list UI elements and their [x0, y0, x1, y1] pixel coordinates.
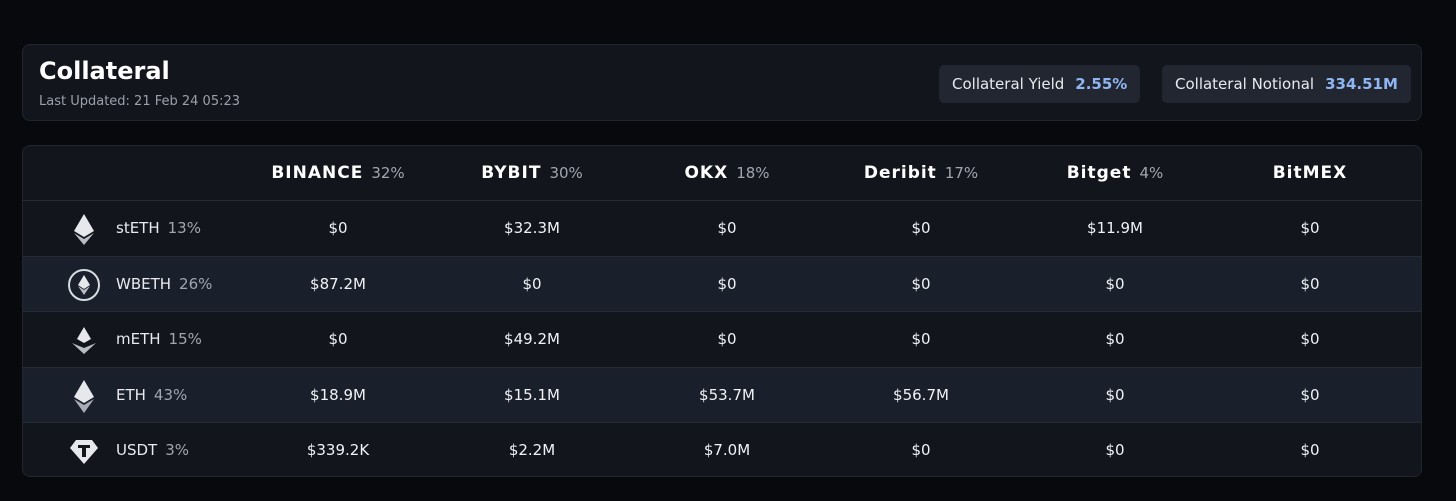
asset-name: USDT	[116, 441, 158, 459]
column-header: BitMEX	[1273, 146, 1348, 200]
stat-pill: Collateral Yield 2.55%	[939, 65, 1141, 103]
asset-icon	[74, 214, 94, 245]
asset-share: 13%	[167, 219, 201, 237]
asset-cell: ETH 43%	[116, 368, 187, 422]
exchange-name: Bitget	[1066, 163, 1132, 183]
asset-name: ETH	[116, 385, 146, 404]
asset-icon	[74, 379, 94, 413]
subtitle: Last Updated: 21 Feb 24 05:23	[39, 94, 241, 109]
amount-cell: $0	[1300, 330, 1320, 348]
amount-cell: $0	[911, 219, 931, 237]
column-header: Bitget 4%	[1067, 146, 1164, 200]
exchange-name: BINANCE	[271, 163, 364, 183]
asset-cell: WBETH 26%	[116, 257, 212, 311]
exchange-share: 30%	[549, 164, 583, 182]
amount-cell: $0	[1300, 385, 1320, 404]
amount-cell: $0	[1300, 274, 1320, 293]
asset-cell: stETH 13%	[116, 201, 201, 255]
table-row: WBETH 26% $87.2M $0 $0 $0 $0 $0	[23, 255, 1421, 311]
column-header: OKX 18%	[684, 146, 769, 200]
amount-cell: $0	[328, 330, 348, 348]
asset-share: 15%	[168, 330, 202, 348]
table-row: USDT 3% $339.2K $2.2M $7.0M $0 $0 $0	[23, 422, 1421, 476]
amount-cell: $32.3M	[504, 219, 560, 237]
exchange-name: OKX	[684, 163, 729, 183]
column-header: BINANCE 32%	[271, 146, 404, 200]
stat-label: Collateral Yield	[952, 75, 1065, 93]
table-row: mETH 15% $0 $49.2M $0 $0 $0 $0	[23, 311, 1421, 366]
asset-cell: mETH 15%	[116, 312, 202, 366]
amount-cell: $0	[1105, 330, 1125, 348]
asset-icon	[68, 268, 100, 301]
amount-cell: $0	[328, 219, 348, 237]
asset-name: WBETH	[116, 274, 172, 293]
exchange-name: Deribit	[863, 163, 937, 183]
title: Collateral	[39, 57, 170, 85]
amount-cell: $49.2M	[504, 330, 560, 348]
amount-cell: $0	[1300, 219, 1320, 237]
asset-icon	[72, 327, 96, 354]
stat-value: 2.55%	[1075, 75, 1128, 93]
asset-name: stETH	[116, 219, 160, 237]
amount-cell: $0	[522, 274, 542, 293]
amount-cell: $0	[911, 274, 931, 293]
amount-cell: $0	[717, 219, 737, 237]
asset-share: 43%	[153, 385, 188, 404]
stat-label: Collateral Notional	[1175, 75, 1315, 93]
amount-cell: $0	[911, 441, 931, 459]
exchange-name: BitMEX	[1272, 163, 1348, 183]
amount-cell: $0	[1300, 441, 1320, 459]
amount-cell: $339.2K	[306, 441, 370, 459]
amount-cell: $15.1M	[504, 385, 560, 404]
asset-share: 26%	[179, 274, 213, 293]
asset-share: 3%	[165, 441, 190, 459]
amount-cell: $87.2M	[310, 274, 366, 293]
stat-value: 334.51M	[1325, 75, 1398, 93]
amount-cell: $56.7M	[893, 385, 949, 404]
amount-cell: $0	[911, 330, 931, 348]
amount-cell: $11.9M	[1087, 219, 1143, 237]
exchange-share: 32%	[371, 164, 405, 182]
collateral-table: BINANCE 32% BYBIT 30% OKX 18% Deribit 17% Bitget…	[22, 145, 1422, 477]
amount-cell: $0	[1105, 441, 1125, 459]
header-card: Collateral Last Updated: 21 Feb 24 05:23…	[22, 44, 1422, 121]
exchange-share: 18%	[736, 164, 770, 182]
exchange-share: 4%	[1139, 164, 1164, 182]
stat-pill: Collateral Notional 334.51M	[1162, 65, 1411, 103]
amount-cell: $0	[1105, 274, 1125, 293]
amount-cell: $0	[717, 330, 737, 348]
asset-cell: USDT 3%	[116, 423, 190, 476]
amount-cell: $2.2M	[508, 441, 556, 459]
amount-cell: $18.9M	[310, 385, 366, 404]
exchange-name: BYBIT	[481, 163, 542, 183]
table-row: stETH 13% $0 $32.3M $0 $0 $11.9M $0	[23, 200, 1421, 255]
exchange-share: 17%	[944, 164, 979, 182]
asset-icon	[70, 440, 98, 464]
table-row: ETH 43% $18.9M $15.1M $53.7M $56.7M $0 $0	[23, 366, 1421, 422]
amount-cell: $7.0M	[703, 441, 751, 459]
column-header: Deribit 17%	[864, 146, 978, 200]
column-header: BYBIT 30%	[481, 146, 583, 200]
amount-cell: $0	[717, 274, 737, 293]
asset-name: mETH	[116, 330, 161, 348]
amount-cell: $53.7M	[699, 385, 755, 404]
amount-cell: $0	[1105, 385, 1125, 404]
